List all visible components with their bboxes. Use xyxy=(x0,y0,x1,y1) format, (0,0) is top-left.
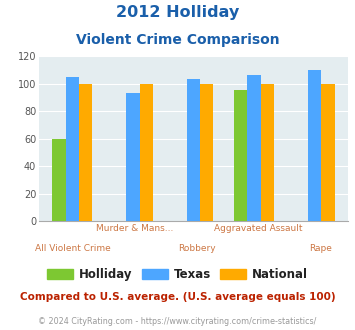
Bar xyxy=(321,83,334,221)
Bar xyxy=(140,83,153,221)
Bar xyxy=(261,83,274,221)
Bar xyxy=(234,90,247,221)
Text: All Violent Crime: All Violent Crime xyxy=(35,244,111,253)
Legend: Holliday, Texas, National: Holliday, Texas, National xyxy=(42,263,313,286)
Text: Murder & Mans...: Murder & Mans... xyxy=(96,224,174,233)
Bar xyxy=(126,93,140,221)
Text: Robbery: Robbery xyxy=(178,244,215,253)
Bar xyxy=(53,139,66,221)
Bar xyxy=(187,80,200,221)
Text: Aggravated Assault: Aggravated Assault xyxy=(214,224,302,233)
Bar xyxy=(247,75,261,221)
Bar xyxy=(308,70,321,221)
Text: 2012 Holliday: 2012 Holliday xyxy=(116,5,239,20)
Text: © 2024 CityRating.com - https://www.cityrating.com/crime-statistics/: © 2024 CityRating.com - https://www.city… xyxy=(38,317,317,326)
Text: Compared to U.S. average. (U.S. average equals 100): Compared to U.S. average. (U.S. average … xyxy=(20,292,335,302)
Text: Violent Crime Comparison: Violent Crime Comparison xyxy=(76,33,279,47)
Bar xyxy=(200,83,213,221)
Text: Rape: Rape xyxy=(308,244,332,253)
Bar xyxy=(79,83,92,221)
Bar xyxy=(66,77,79,221)
